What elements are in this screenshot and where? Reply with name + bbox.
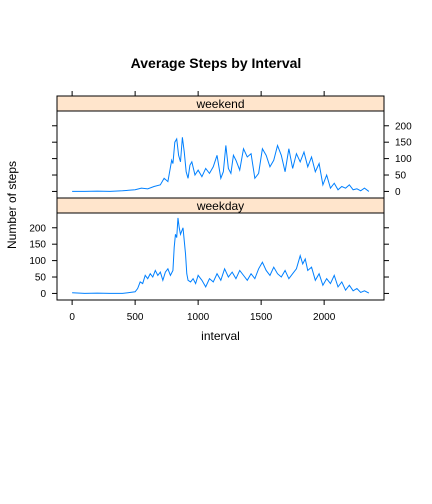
series-line-weekend <box>72 137 370 192</box>
y-tick-label: 0 <box>395 187 401 198</box>
x-tick-label: 2000 <box>313 312 336 323</box>
x-tick-label: 500 <box>127 312 144 323</box>
series-line-weekday <box>72 217 370 294</box>
y-ticks-weekend: 0 50 100 150 200 <box>52 121 412 198</box>
x-axis: 0 500 1000 1500 2000 <box>69 91 336 323</box>
series-line-weekday <box>72 217 370 294</box>
y-axis-label: Number of steps <box>5 161 19 249</box>
y-tick-label: 150 <box>29 240 46 251</box>
y-tick-label: 50 <box>395 171 407 182</box>
y-tick-label: 200 <box>395 121 412 132</box>
strip-label-weekday: weekday <box>196 199 244 213</box>
y-tick-label: 200 <box>29 223 46 234</box>
y-ticks-weekday: 0 50 100 150 200 <box>29 223 389 300</box>
x-tick-label: 0 <box>69 312 75 323</box>
x-tick-label: 1000 <box>187 312 210 323</box>
strip-label-weekend: weekend <box>195 97 244 111</box>
chart-title: Average Steps by Interval <box>131 55 302 71</box>
panel-weekend: weekend 0 50 100 150 200 <box>52 95 412 199</box>
y-tick-label: 100 <box>395 154 412 165</box>
panel-weekday: weekday 0 50 100 150 200 <box>29 197 389 301</box>
y-tick-label: 0 <box>40 289 46 300</box>
series-line-weekend <box>72 137 370 192</box>
x-tick-label: 1500 <box>250 312 273 323</box>
plot-area-weekday <box>56 212 385 301</box>
y-tick-label: 50 <box>35 273 47 284</box>
y-tick-label: 100 <box>29 256 46 267</box>
y-tick-label: 150 <box>395 138 412 149</box>
x-axis-label: interval <box>201 329 240 343</box>
